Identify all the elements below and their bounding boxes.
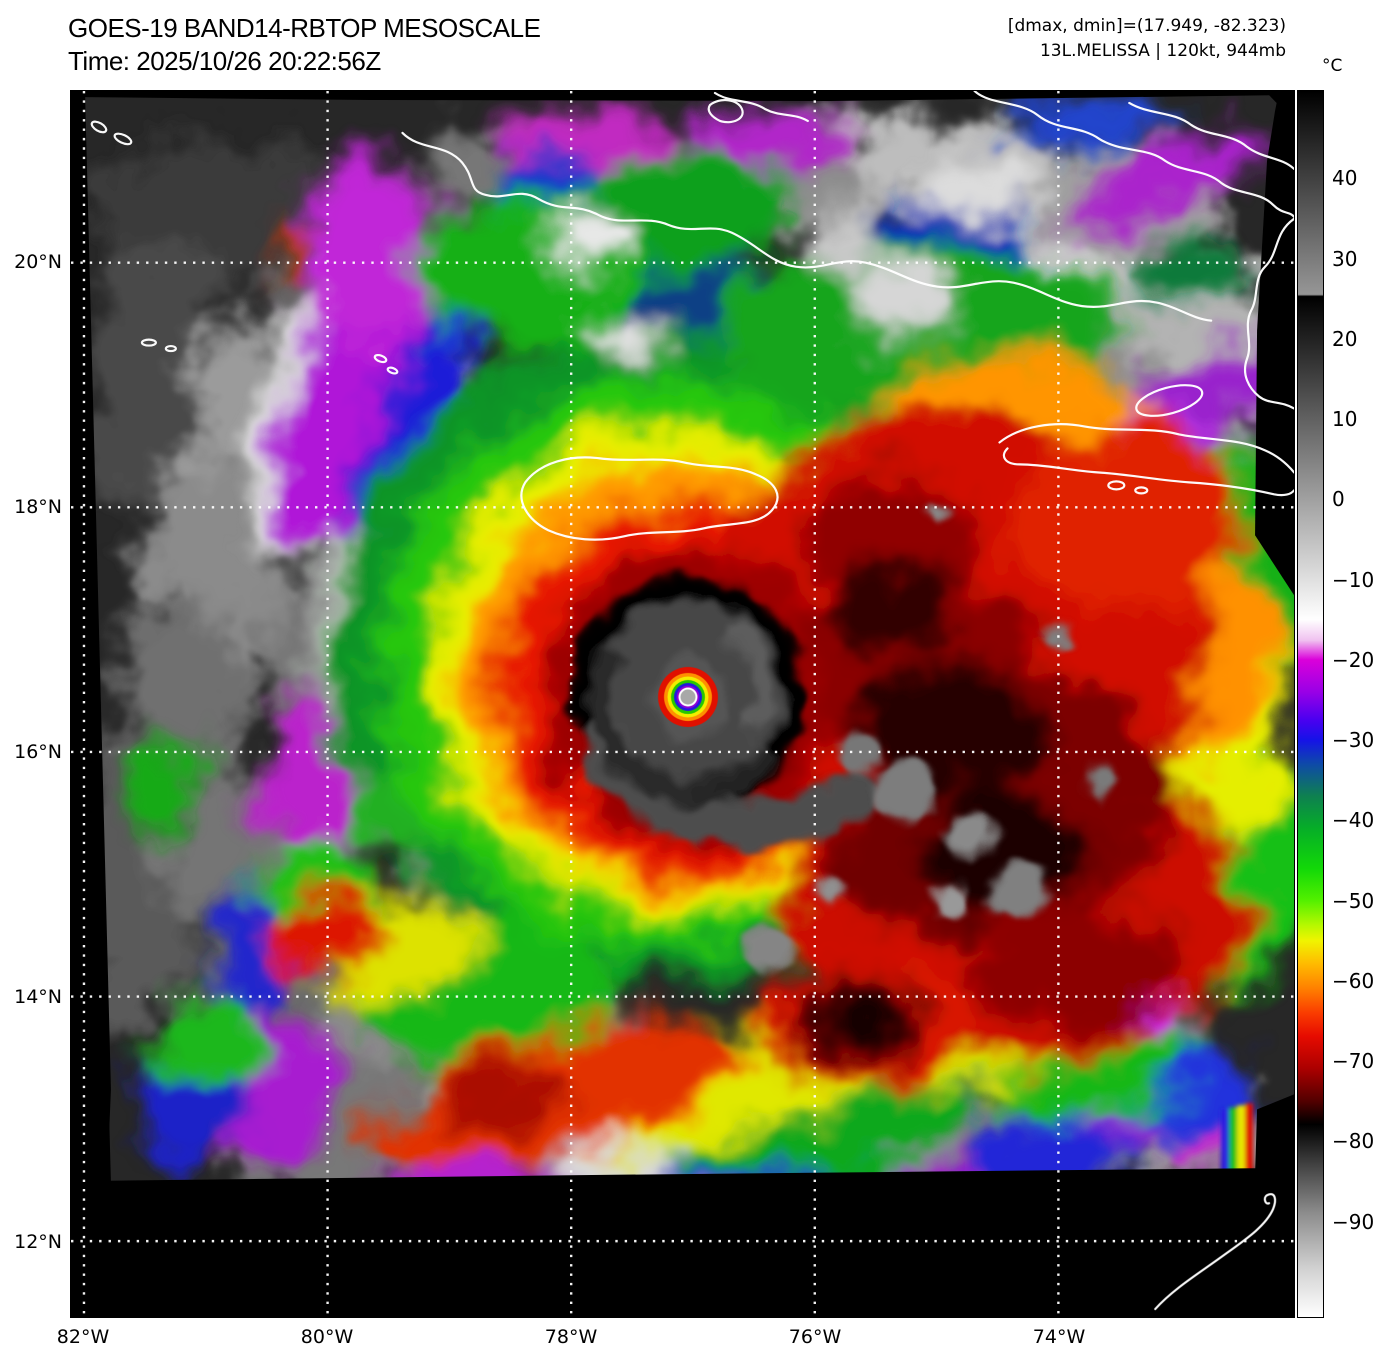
temperature-colorbar (1297, 90, 1324, 1318)
hispaniola-cay-2 (1134, 486, 1149, 495)
cuba-coastline-fragment (713, 91, 809, 123)
lat-tick-label: 14°N (14, 986, 62, 1008)
guajira-coastline (1154, 1193, 1277, 1311)
page-title: GOES-19 BAND14-RBTOP MESOSCALE (68, 13, 541, 43)
hispaniola-coastline (998, 423, 1294, 474)
hurricane-eye (658, 667, 718, 727)
gonave-island (1135, 384, 1204, 417)
colorbar-tick: −70 (1332, 1049, 1375, 1073)
lon-tick-label: 82°W (56, 1326, 110, 1348)
colorbar-tick: 40 (1332, 166, 1358, 190)
cayman-islands (140, 338, 157, 347)
small-island-nw-2 (113, 132, 133, 146)
lat-tick-label: 12°N (14, 1231, 62, 1253)
lon-tick-label: 74°W (1032, 1326, 1086, 1348)
colorbar-tick: −10 (1332, 568, 1375, 592)
storm-info: 13L.MELISSA | 120kt, 944mb (1039, 40, 1286, 61)
lat-tick-label: 18°N (14, 496, 62, 518)
hispaniola-cay (1107, 480, 1126, 491)
small-island-nw (90, 120, 108, 134)
cuba-coastline-cay (707, 99, 744, 124)
lon-tick-label: 80°W (300, 1326, 354, 1348)
ir-cloud-field-color (120, 91, 1294, 1275)
colorbar-tick: −60 (1332, 969, 1375, 993)
coastlines (90, 91, 1294, 1311)
overshooting-top-gray-spots (747, 500, 1116, 972)
cayman-islands-2 (164, 344, 177, 353)
satellite-map-plot: Copyright © 2020-2025 Dapiya (70, 90, 1295, 1318)
jamaica-coastline (520, 456, 779, 541)
colorbar-tick: −50 (1332, 889, 1375, 913)
colorbar-tick: −40 (1332, 808, 1375, 832)
lon-tick-label: 78°W (544, 1326, 598, 1348)
dmax-dmin-info: [dmax, dmin]=(17.949, -82.323) (1007, 16, 1286, 36)
title-block: GOES-19 BAND14-RBTOP MESOSCALE Time: 202… (68, 12, 541, 77)
hispaniola-south-coastline (1002, 447, 1294, 497)
cuba-north-coastline (973, 91, 1294, 218)
colorbar-tick: 0 (1332, 487, 1345, 511)
colorbar-tick: −90 (1332, 1210, 1375, 1234)
timestamp: Time: 2025/10/26 20:22:56Z (68, 45, 381, 76)
lon-tick-label: 76°W (788, 1326, 842, 1348)
no-data-mask (71, 91, 1294, 1317)
lat-tick-label: 20°N (14, 251, 62, 273)
colorbar-tick: 30 (1332, 247, 1358, 271)
scan-edge-artifact (1221, 1103, 1254, 1176)
latlon-gridlines (71, 91, 1294, 1317)
haiti-west-coastline (1243, 217, 1294, 410)
colorbar-unit-label: °C (1322, 56, 1343, 76)
colorbar-tick: −20 (1332, 648, 1375, 672)
small-cays-2 (386, 366, 399, 375)
haiti-north-coastline (1128, 101, 1294, 170)
satellite-image (71, 91, 1294, 1317)
cuba-coastline (401, 131, 1213, 322)
colorbar-tick: −80 (1332, 1129, 1375, 1153)
colorbar-tick: −30 (1332, 728, 1375, 752)
colorbar-tick: 20 (1332, 327, 1358, 351)
small-cays (373, 353, 388, 364)
storm-info-block: [dmax, dmin]=(17.949, -82.323) 13L.MELIS… (1008, 14, 1286, 63)
lat-tick-label: 16°N (14, 741, 62, 763)
colorbar-tick: 10 (1332, 407, 1358, 431)
